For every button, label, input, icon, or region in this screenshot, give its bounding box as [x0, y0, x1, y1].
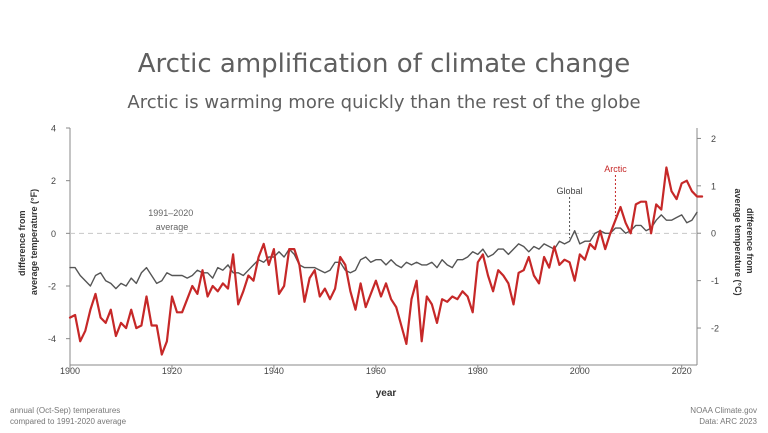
y-axis-label-left: difference from average temperature (°F) [17, 189, 39, 295]
chart-subtitle: Arctic is warming more quickly than the … [127, 92, 640, 113]
x-tick-label: 2020 [672, 366, 692, 376]
y-axis-label-right: difference from average temperature (°C) [733, 188, 755, 295]
y-axis-label-right-line2: average temperature (°C) [733, 188, 743, 295]
footer-note-line2: compared to 1991-2020 average [10, 417, 127, 426]
y-axis-label-left-line2: average temperature (°F) [29, 189, 39, 295]
series-global-line [69, 211, 698, 290]
x-tick-label: 1900 [60, 366, 80, 376]
axes: -4 -2 0 2 4 -2 -1 0 1 2 1900 1920 1940 1960 1980 2000 20… [48, 124, 719, 377]
y-tick-label-right: -1 [711, 276, 719, 286]
y-tick-label-left: -4 [48, 334, 56, 344]
x-axis-label: year [376, 388, 397, 399]
baseline-label: 1991–2020 average [148, 208, 196, 232]
y-tick-label-right: 1 [711, 181, 716, 191]
x-tick-label: 2000 [570, 366, 590, 376]
y-tick-label-left: 4 [51, 124, 56, 134]
y-tick-label-left: -2 [48, 282, 56, 292]
footer-note-line1: annual (Oct-Sep) temperatures [10, 406, 120, 415]
y-tick-label-right: 0 [711, 229, 716, 239]
y-axis-label-right-line1: difference from [745, 208, 755, 274]
footer-credit-line2: Data: ARC 2023 [699, 417, 757, 426]
footer-credit-line1: NOAA Climate.gov [690, 406, 757, 415]
x-tick-label: 1960 [366, 366, 386, 376]
series-arctic-line [68, 166, 704, 356]
y-axis-label-left-line1: difference from [17, 211, 27, 277]
y-tick-label-left: 2 [51, 176, 56, 186]
baseline-label-line2: average [156, 222, 189, 232]
x-tick-label: 1980 [468, 366, 488, 376]
chart-title: Arctic amplification of climate change [138, 49, 631, 79]
chart-marks: Global Arctic [68, 164, 704, 356]
baseline-label-line1: 1991–2020 [148, 208, 193, 218]
y-tick-label-left: 0 [51, 229, 56, 239]
x-tick-label: 1940 [264, 366, 284, 376]
x-tick-label: 1920 [162, 366, 182, 376]
global-annotation-label: Global [557, 186, 583, 196]
arctic-annotation-label: Arctic [604, 164, 627, 174]
y-tick-label-right: 2 [711, 134, 716, 144]
y-tick-label-right: -2 [711, 324, 719, 334]
